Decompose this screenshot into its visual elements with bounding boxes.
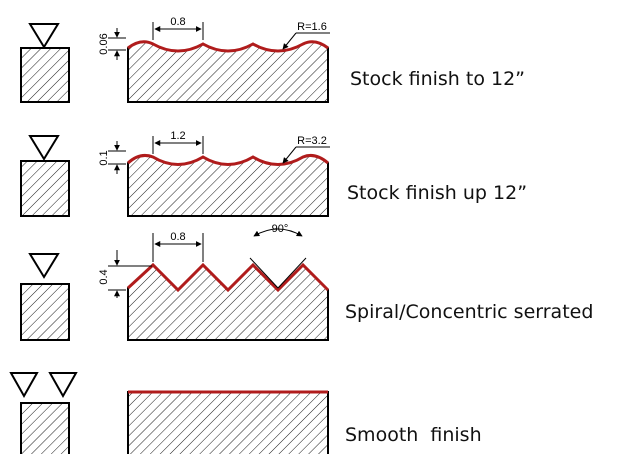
label-serrated: Spiral/Concentric serrated bbox=[345, 301, 594, 323]
surface-profile bbox=[126, 262, 330, 341]
angle-label: 90° bbox=[272, 223, 289, 235]
surface-profile bbox=[127, 40, 329, 103]
radius-label: R=3.2 bbox=[297, 135, 327, 147]
radius-label: R=1.6 bbox=[297, 21, 327, 33]
label-smooth-finish: Smooth finish bbox=[345, 424, 482, 446]
depth-label: 0.1 bbox=[98, 150, 110, 165]
row-smooth-finish bbox=[9, 372, 329, 454]
angle-dimension: 90° bbox=[249, 223, 307, 289]
pitch-label: 0.8 bbox=[170, 231, 185, 243]
surface-profile bbox=[127, 390, 329, 454]
finish-symbol bbox=[20, 135, 70, 217]
radius-callout: R=3.2 bbox=[282, 135, 330, 164]
depth-dimension: 0.4 bbox=[98, 250, 152, 298]
row-stock-finish-to-12: 0.8 0.06 R=1.6 bbox=[20, 16, 330, 103]
depth-dimension: 0.1 bbox=[98, 141, 126, 174]
pitch-dimension: 0.8 bbox=[152, 231, 204, 262]
label-stock-finish-up-12: Stock finish up 12” bbox=[347, 182, 528, 204]
radius-callout: R=1.6 bbox=[282, 21, 330, 50]
depth-label: 0.4 bbox=[98, 269, 110, 284]
finish-symbol-double bbox=[9, 372, 78, 454]
surface-profile bbox=[126, 154, 329, 217]
pitch-dimension: 1.2 bbox=[152, 130, 204, 154]
depth-label: 0.06 bbox=[98, 33, 110, 54]
pitch-label: 0.8 bbox=[170, 16, 185, 28]
pitch-label: 1.2 bbox=[170, 130, 185, 142]
depth-dimension: 0.06 bbox=[98, 28, 126, 60]
finish-symbol bbox=[20, 253, 70, 341]
row-serrated: 0.8 0.4 90° bbox=[20, 223, 330, 341]
row-stock-finish-up-12: 1.2 0.1 R=3.2 bbox=[20, 130, 330, 217]
label-stock-finish-to-12: Stock finish to 12” bbox=[350, 68, 526, 90]
pitch-dimension: 0.8 bbox=[152, 16, 204, 40]
finish-symbol bbox=[20, 23, 70, 103]
